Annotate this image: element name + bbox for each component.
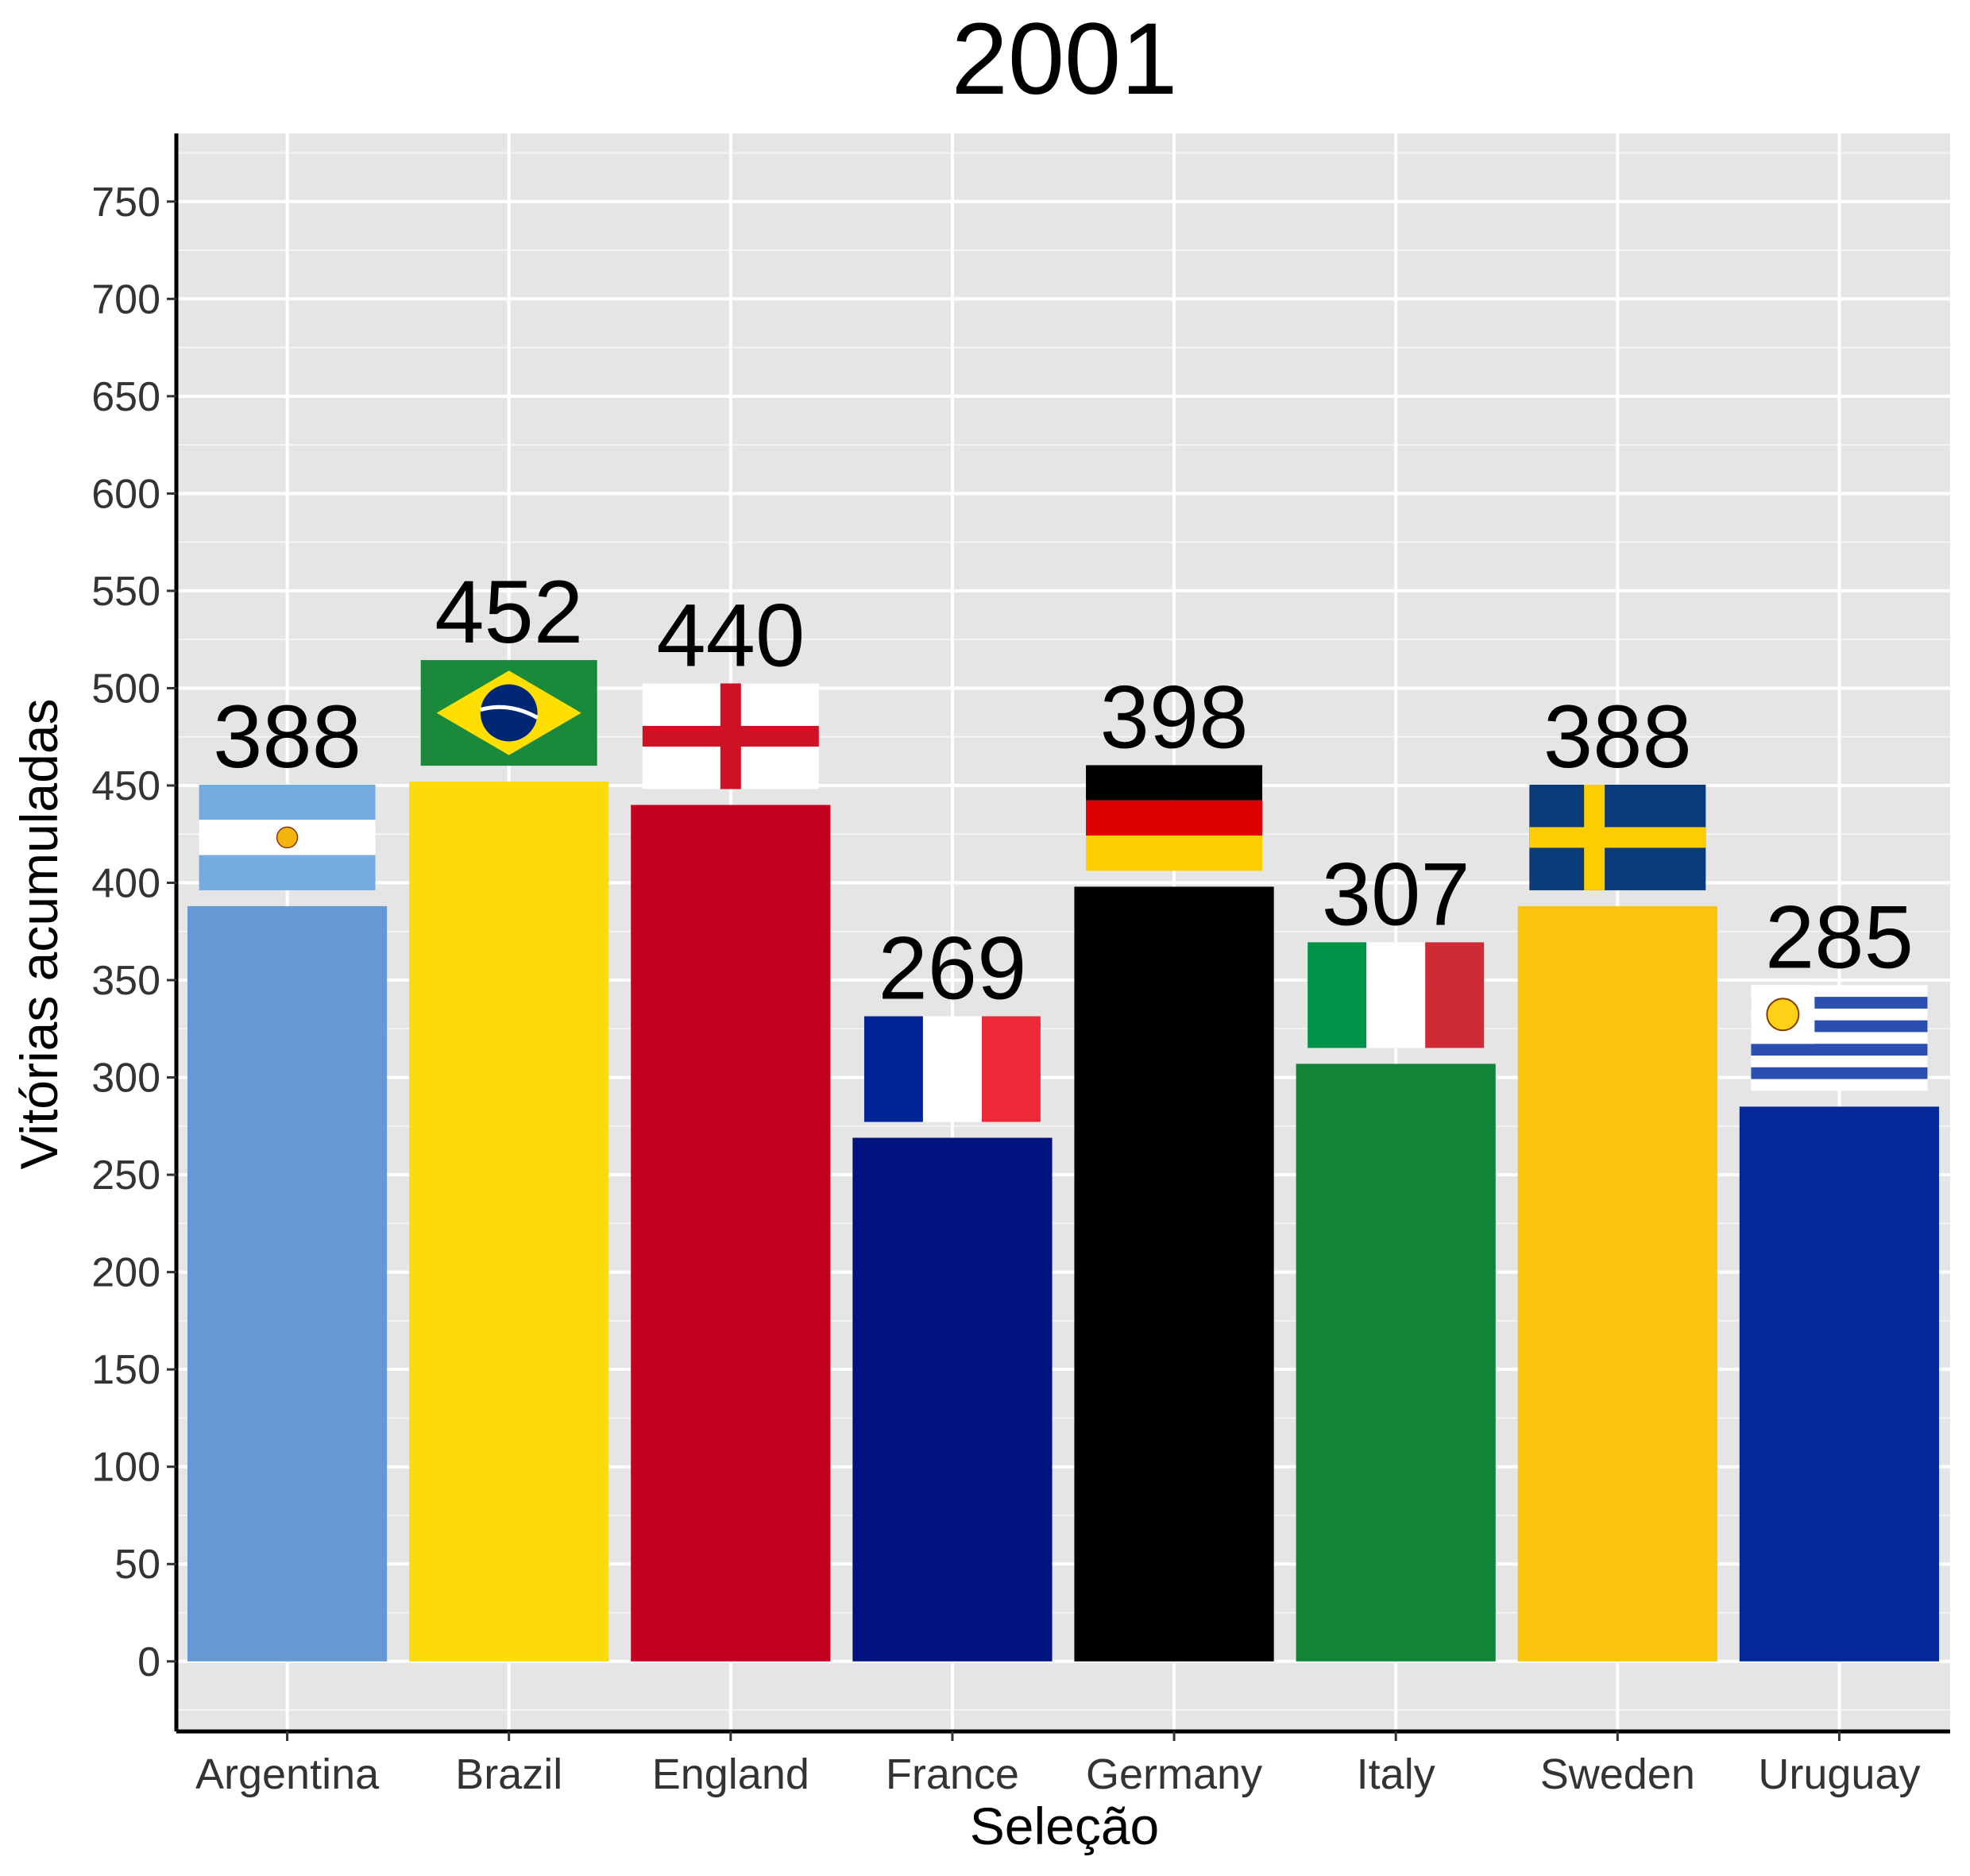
x-tick-label-italy: Italy: [1357, 1751, 1435, 1798]
y-tick-label: 450: [91, 763, 160, 809]
value-label-germany: 398: [1100, 667, 1249, 766]
value-label-argentina: 388: [213, 687, 361, 786]
x-tick-label-argentina: Argentina: [195, 1751, 380, 1798]
y-tick-label: 700: [91, 276, 160, 322]
bar-brazil: [409, 782, 609, 1662]
y-tick-label: 350: [91, 958, 160, 1004]
x-tick-label-uruguay: Uruguay: [1758, 1751, 1920, 1798]
y-tick-labels: 0 50 100 150 200 250 300 350 400 450 500 550 600 650 7…: [91, 179, 176, 1685]
bar-sweden: [1517, 905, 1717, 1662]
bar-italy: [1296, 1063, 1496, 1662]
y-tick-label: 500: [91, 666, 160, 712]
france-flag-icon: [863, 1016, 1041, 1122]
bars: [187, 782, 1940, 1662]
y-tick-label: 750: [91, 179, 160, 226]
y-tick-label: 200: [91, 1250, 160, 1296]
argentina-flag-icon: [199, 784, 376, 890]
x-tick-label-germany: Germany: [1086, 1751, 1262, 1798]
chart-title: 2001: [952, 2, 1178, 116]
x-tick-label-sweden: Sweden: [1540, 1751, 1695, 1798]
value-label-italy: 307: [1322, 844, 1470, 944]
germany-flag-icon: [1086, 765, 1263, 871]
value-label-uruguay: 285: [1765, 887, 1914, 986]
x-tick-label-france: France: [886, 1751, 1019, 1798]
y-tick-label: 400: [91, 861, 160, 907]
y-tick-label: 300: [91, 1056, 160, 1102]
y-tick-label: 650: [91, 374, 160, 420]
uruguay-flag-icon: [1751, 985, 1928, 1091]
sweden-flag-icon: [1529, 784, 1706, 890]
bar-germany: [1074, 886, 1274, 1662]
brazil-flag-icon: [420, 660, 597, 766]
value-label-brazil: 452: [435, 562, 583, 662]
value-label-sweden: 388: [1543, 687, 1692, 786]
y-axis-title: Vitórias acumuladas: [10, 698, 68, 1169]
x-tick-label-england: England: [652, 1751, 809, 1798]
y-tick-label: 250: [91, 1152, 160, 1199]
axes: [174, 133, 1950, 1734]
x-axis-title: Seleção: [970, 1797, 1160, 1855]
bar-uruguay: [1739, 1106, 1940, 1662]
y-tick-label: 50: [114, 1542, 160, 1588]
bar-france: [852, 1137, 1053, 1662]
england-flag-icon: [642, 683, 819, 789]
value-label-france: 269: [879, 919, 1027, 1018]
y-tick-label: 0: [137, 1639, 160, 1685]
italy-flag-icon: [1308, 942, 1485, 1048]
value-labels: 388 452 440 269 398 307 388 285: [213, 562, 1914, 1017]
y-tick-label: 550: [91, 569, 160, 615]
value-label-england: 440: [656, 585, 805, 685]
flags: [199, 660, 1928, 1122]
bar-england: [631, 805, 831, 1662]
bar-argentina: [187, 905, 388, 1662]
y-tick-label: 600: [91, 471, 160, 517]
y-tick-label: 100: [91, 1445, 160, 1491]
x-tick-labels: Argentina Brazil England France Germany Italy…: [195, 1731, 1920, 1798]
y-tick-label: 150: [91, 1347, 160, 1393]
x-tick-label-brazil: Brazil: [455, 1751, 562, 1798]
